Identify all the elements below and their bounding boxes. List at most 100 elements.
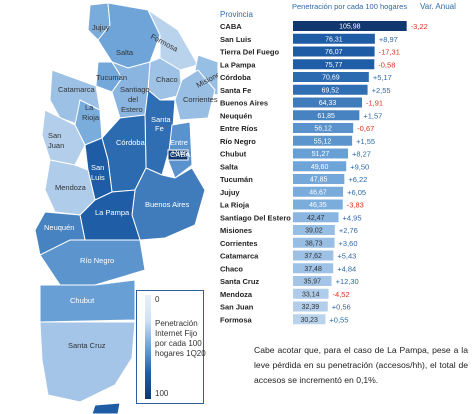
variation-label-tucuman: +6,22: [348, 175, 367, 184]
map-label-san-luis-1: San: [91, 163, 104, 172]
bar-cordoba: [293, 72, 369, 82]
value-label-caba: 105,98: [339, 24, 361, 31]
variation-label-rio-negro: +1,55: [356, 137, 375, 146]
variation-label-san-juan: +0,56: [332, 303, 351, 312]
header-penetracion: Penetración por cada 100 hogares: [292, 2, 407, 11]
category-label-misiones: Misiones: [220, 226, 252, 235]
bar-santa-fe: [293, 84, 368, 95]
bar-chubut: [293, 148, 348, 159]
header-provincia: Provincia: [220, 10, 253, 19]
map-label-catamarca: Catamarca: [58, 85, 96, 94]
bar-san-juan: [293, 301, 328, 312]
category-label-santa-cruz: Santa Cruz: [220, 277, 259, 286]
map-label-corrientes: Corrientes: [183, 95, 218, 104]
province-chubut: [39, 279, 136, 323]
bar-series: CABA 105,98 -3,22 San Luis 76,31 +8,97 Tierra …: [220, 21, 428, 325]
legend-color-scale: [145, 295, 151, 399]
variation-label-santiago-del-estero: +4,95: [343, 213, 362, 222]
variation-label-salta: +9,50: [350, 162, 369, 171]
category-label-rio-negro: Río Negro: [220, 137, 256, 146]
map-label-santiago-del-estero-1: Santiago: [120, 85, 150, 94]
value-label-la-rioja: 46,35: [309, 202, 327, 209]
value-label-san-juan: 32,39: [302, 304, 320, 311]
value-label-corrientes: 38,73: [305, 240, 323, 247]
variation-label-corrientes: +3,60: [339, 239, 358, 248]
bar-la-pampa: [293, 59, 375, 70]
value-label-san-luis: 76,31: [325, 36, 343, 43]
category-label-jujuy: Jujuy: [220, 188, 240, 197]
value-label-rio-negro: 55,12: [314, 138, 332, 145]
value-label-mendoza: 33,14: [302, 291, 320, 298]
map-label-la-pampa: La Pampa: [95, 208, 130, 217]
variation-label-jujuy: +6,05: [347, 188, 366, 197]
category-label-neuquen: Neuquén: [220, 111, 253, 120]
variation-label-la-pampa: -0,58: [378, 60, 395, 69]
map-label-santa-cruz: Santa Cruz: [68, 341, 106, 350]
bar-tierra-del-fuego: [293, 46, 375, 57]
variation-label-chaco: +4,84: [337, 264, 356, 273]
map-label-chubut: Chubut: [70, 296, 95, 305]
value-label-neuquen: 61,85: [317, 113, 335, 120]
map-label-buenos-aires: Buenos Aires: [145, 200, 189, 209]
bar-catamarca: [293, 250, 334, 261]
value-label-jujuy: 46,67: [309, 189, 327, 196]
category-label-santiago-del-estero: Santiago Del Estero: [220, 213, 291, 222]
category-label-cordoba: Córdoba: [220, 73, 252, 82]
category-label-la-pampa: La Pampa: [220, 60, 256, 69]
variation-label-cordoba: +5,17: [373, 73, 392, 82]
value-label-santiago-del-estero: 42,47: [307, 215, 325, 222]
bar-caba: [293, 21, 407, 31]
map-label-san-juan-1: San: [48, 131, 61, 140]
value-label-santa-cruz: 35,97: [304, 279, 322, 286]
bar-chaco: [293, 263, 334, 274]
legend-title: Penetración Internet Fijo por cada 100 h…: [155, 319, 206, 358]
category-label-entre-rios: Entre Ríos: [220, 124, 258, 133]
category-label-caba: CABA: [220, 22, 242, 31]
variation-label-santa-cruz: +12,30: [336, 277, 359, 286]
bar-jujuy: [293, 186, 344, 197]
variation-label-catamarca: +5,43: [337, 252, 356, 261]
map-label-caba: CABA: [170, 150, 190, 159]
variation-label-mendoza: -4,52: [333, 290, 350, 299]
map-label-santa-fe-1: Santa: [151, 115, 171, 124]
variation-label-caba: -3,22: [411, 22, 428, 31]
bar-san-luis: [293, 33, 375, 44]
map-label-salta: Salta: [116, 48, 134, 57]
category-label-tierra-del-fuego: Tierra Del Fuego: [220, 48, 279, 57]
analysis-note: Cabe acotar que, para el caso de La Pamp…: [254, 345, 468, 385]
bar-corrientes: [293, 237, 335, 248]
map-label-neuquen: Neuquén: [44, 223, 74, 232]
bar-formosa: [293, 314, 326, 325]
category-label-chubut: Chubut: [220, 150, 247, 159]
province-caba: [167, 149, 189, 161]
map-label-chaco: Chaco: [156, 75, 178, 84]
map-label-jujuy: Jujuy: [92, 23, 110, 32]
category-label-santa-fe: Santa Fe: [220, 86, 251, 95]
value-label-tierra-del-fuego: 76,07: [325, 49, 343, 56]
argentina-choropleth-map: Jujuy Salta Formosa Tucumán Chaco Mision…: [34, 2, 218, 414]
category-label-mendoza: Mendoza: [220, 290, 253, 299]
value-label-cordoba: 70,69: [322, 75, 340, 82]
variation-label-entre-rios: -0,67: [357, 124, 374, 133]
variation-label-la-rioja: -3,83: [347, 201, 364, 210]
variation-label-formosa: +0,55: [329, 315, 348, 324]
bar-la-rioja: [293, 199, 343, 210]
bar-mendoza: [293, 288, 329, 299]
map-label-entre-rios-2: Ríos: [172, 148, 188, 157]
bar-misiones: [293, 225, 335, 235]
category-label-salta: Salta: [220, 162, 239, 171]
value-label-salta: 49,60: [311, 164, 329, 171]
map-label-tucuman: Tucumán: [96, 73, 127, 82]
category-label-corrientes: Corrientes: [220, 239, 258, 248]
header-variacion: Var. Anual: [420, 2, 456, 11]
value-label-formosa: 30,23: [300, 317, 318, 324]
variation-label-santa-fe: +2,55: [372, 86, 391, 95]
value-label-santa-fe: 69,52: [322, 87, 340, 94]
variation-label-buenos-aires: -1,91: [366, 99, 383, 108]
map-label-santa-fe-2: Fe: [155, 124, 164, 133]
bar-santiago-del-estero: [293, 212, 339, 223]
bar-santa-cruz: [293, 276, 332, 286]
map-label-san-luis-2: Luis: [91, 173, 105, 182]
bar-tucuman: [293, 174, 345, 184]
map-label-rio-negro: Río Negro: [80, 256, 114, 265]
